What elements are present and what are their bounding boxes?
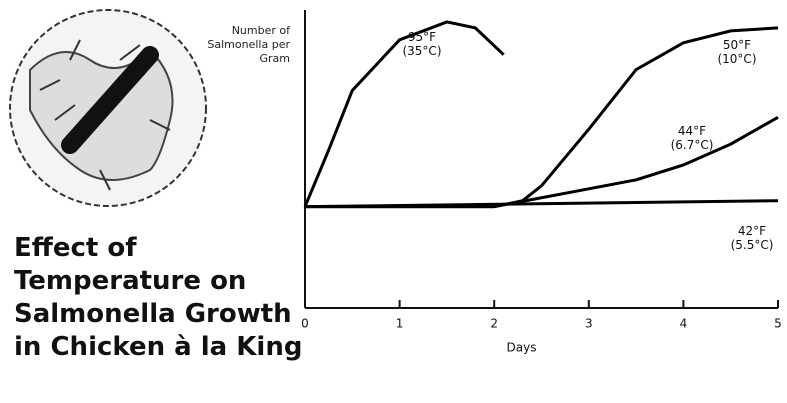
x-tick-label: 5 xyxy=(774,317,782,331)
x-tick-label: 1 xyxy=(396,317,404,331)
chart-title: Effect of Temperature on Salmonella Grow… xyxy=(14,233,303,362)
y-axis-label: Number of Salmonella per Gram xyxy=(207,24,290,65)
series-label: 50°F (10°C) xyxy=(717,38,757,66)
series-label: 42°F (5.5°C) xyxy=(730,224,774,252)
illustration xyxy=(9,9,207,207)
x-tick-label: 3 xyxy=(585,317,593,331)
series-line xyxy=(305,115,779,209)
series-label: 95°F (35°C) xyxy=(402,30,442,58)
x-tick-label: 2 xyxy=(490,317,498,331)
x-tick-label: 0 xyxy=(301,317,309,331)
series-line xyxy=(303,20,505,208)
series-line xyxy=(304,199,779,209)
x-axis-label: Days xyxy=(507,341,537,355)
series-label: 44°F (6.7°C) xyxy=(670,124,714,152)
x-tick-label: 4 xyxy=(680,317,688,331)
